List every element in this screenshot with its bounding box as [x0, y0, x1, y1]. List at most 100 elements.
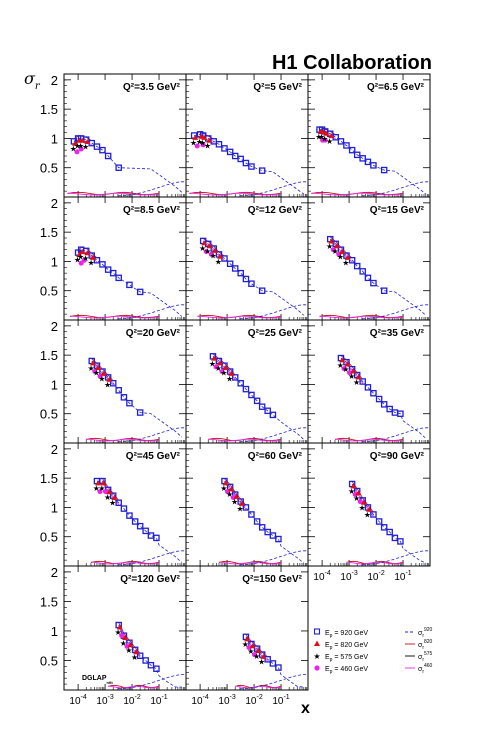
fl-curve-920	[361, 304, 429, 320]
data-point-820	[84, 138, 91, 144]
y-tick-label: 1	[51, 131, 58, 146]
x-tick-exp: -3	[230, 694, 236, 701]
legend-marker-575: ★	[313, 652, 320, 661]
legend-curve-sym: σ	[418, 630, 423, 637]
data-point-920	[364, 384, 372, 391]
data-point-920	[115, 387, 122, 394]
x-tick-base: 10	[150, 696, 162, 707]
data-point-920	[136, 522, 144, 530]
data-point-460	[322, 137, 328, 143]
data-point-575: ★	[315, 133, 322, 142]
data-point-460	[246, 644, 252, 650]
y-tick-label: 2	[51, 565, 58, 580]
data-point-575: ★	[342, 365, 349, 374]
data-point-575: ★	[226, 490, 233, 499]
legend-marker-460	[314, 665, 320, 671]
x-tick-exp: -4	[203, 694, 209, 701]
data-point-920	[375, 395, 383, 403]
low-curve-460	[67, 192, 160, 196]
data-point-820	[100, 480, 107, 486]
data-point-820	[328, 133, 335, 139]
fl-curve-920	[361, 550, 429, 566]
data-point-920	[264, 407, 271, 415]
legend-label-sub: p	[330, 645, 333, 651]
x-tick-exp: -2	[134, 694, 140, 701]
data-point-820	[192, 134, 199, 140]
y-axis-label-main: σ	[24, 69, 36, 88]
legend-marker-820	[314, 640, 320, 646]
data-point-920	[126, 399, 133, 407]
data-point-920	[237, 155, 244, 163]
data-point-920	[253, 397, 261, 405]
data-point-460	[74, 149, 80, 155]
x-tick-label: 10-3	[96, 694, 113, 707]
y-tick-label: 1	[51, 377, 58, 392]
data-point-820	[344, 361, 351, 367]
data-point-920	[126, 512, 133, 519]
data-point-575: ★	[321, 134, 328, 143]
x-tick-base: 10	[96, 696, 108, 707]
panel-frame	[185, 565, 309, 691]
x-tick-base: 10	[367, 572, 379, 583]
data-point-575: ★	[348, 372, 355, 381]
data-point-820	[79, 249, 86, 255]
data-point-920	[264, 656, 271, 663]
data-point-820	[211, 247, 218, 253]
data-point-920	[126, 281, 133, 289]
data-point-920	[215, 141, 223, 148]
x-tick-base: 10	[272, 696, 284, 707]
data-point-920	[359, 155, 366, 162]
panel-label: Q²=45 GeV²	[126, 451, 181, 462]
data-point-575: ★	[88, 364, 95, 373]
data-point-820	[72, 140, 79, 146]
panel: Q²=150 GeV²★★★★10-4 10-3 10-2 10-1	[185, 565, 309, 707]
fl-curve-920	[239, 181, 307, 197]
data-point-920	[237, 380, 244, 387]
fl-curve-920	[361, 427, 429, 443]
fl-curve-920	[239, 550, 307, 566]
low-curve-460	[197, 315, 282, 319]
data-point-820	[222, 365, 229, 371]
data-point-575: ★	[199, 244, 206, 253]
data-point-920	[380, 524, 388, 531]
fl-curve-920	[239, 674, 307, 690]
data-point-820	[344, 254, 351, 260]
data-point-920	[375, 518, 383, 525]
data-point-575: ★	[210, 252, 217, 261]
panel: 0.511.52 Q²=8.5 GeV²★★★★	[40, 196, 187, 321]
legend-label-pre: E	[325, 630, 330, 637]
data-point-460	[330, 247, 336, 253]
y-tick-label: 2	[51, 442, 58, 457]
data-point-575: ★	[109, 499, 116, 508]
data-point-920	[142, 657, 149, 664]
legend-curve-label: σr920	[418, 627, 433, 639]
legend-label-sub: p	[330, 633, 333, 639]
data-point-820	[201, 134, 208, 140]
data-point-920	[104, 266, 112, 273]
legend-marker-label: Ep = 820 GeV	[325, 642, 368, 651]
y-tick-label: 0.5	[40, 530, 58, 545]
data-point-575: ★	[337, 361, 344, 370]
data-point-575: ★	[88, 259, 95, 268]
data-point-820	[255, 648, 262, 654]
panel-label: Q²=60 GeV²	[248, 451, 303, 462]
data-point-820	[206, 243, 213, 249]
legend-curve-sym: σ	[418, 642, 423, 649]
low-curve-460	[86, 438, 160, 442]
data-point-460	[203, 248, 209, 254]
data-point-575: ★	[209, 359, 216, 368]
x-tick-label: 10-4	[191, 694, 208, 707]
legend-marker-label: Ep = 920 GeV	[325, 630, 368, 639]
legend-curve-sub: r	[422, 657, 424, 663]
fl-curve-920	[117, 550, 185, 566]
data-point-920	[248, 391, 255, 399]
data-point-820	[79, 137, 86, 143]
data-point-575: ★	[70, 144, 77, 153]
data-point-820	[95, 365, 102, 371]
data-point-920	[380, 401, 388, 408]
legend-curve-sup: 460	[424, 663, 433, 669]
data-point-575: ★	[348, 487, 355, 496]
data-point-575: ★	[326, 137, 333, 146]
panel: 0.511.52 Q²=20 GeV²★★★★	[40, 319, 187, 444]
panel-label: Q²=6.5 GeV²	[367, 82, 425, 93]
